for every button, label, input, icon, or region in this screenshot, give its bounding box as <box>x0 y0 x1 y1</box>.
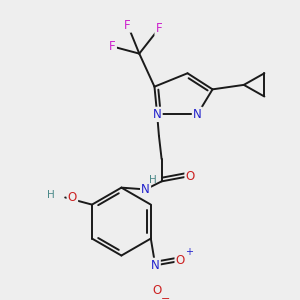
Text: N: N <box>193 108 202 121</box>
Text: −: − <box>161 294 171 300</box>
Text: N: N <box>141 183 150 196</box>
Text: F: F <box>156 22 162 35</box>
Text: F: F <box>109 40 116 53</box>
Text: H: H <box>149 176 157 185</box>
Text: +: + <box>185 247 193 257</box>
Text: O: O <box>68 191 77 204</box>
Text: F: F <box>124 19 131 32</box>
Text: O: O <box>152 284 162 297</box>
Text: N: N <box>151 259 160 272</box>
Text: N: N <box>153 108 161 121</box>
Text: O: O <box>186 169 195 182</box>
Text: H: H <box>47 190 55 200</box>
Text: O: O <box>176 254 185 267</box>
